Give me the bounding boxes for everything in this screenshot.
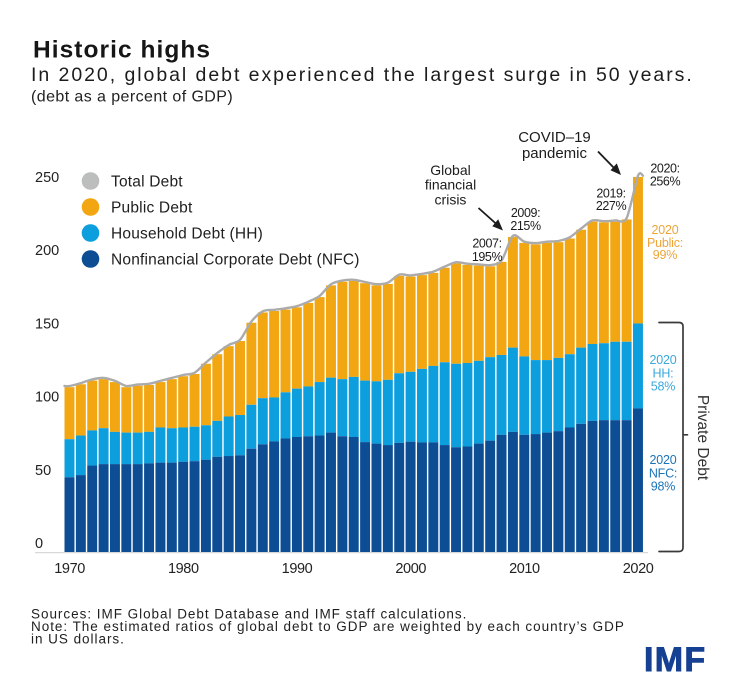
svg-text:Note: The estimated ratios of: Note: The estimated ratios of global deb… [31,619,625,634]
svg-text:Total Debt: Total Debt [111,174,183,191]
svg-text:215%: 215% [510,219,541,233]
svg-text:1970: 1970 [54,561,85,577]
svg-text:2009:: 2009: [511,206,540,220]
svg-text:2010: 2010 [509,561,540,577]
svg-text:Private Debt: Private Debt [694,395,711,481]
svg-text:NFC:: NFC: [649,466,677,480]
svg-text:2007:: 2007: [472,237,501,251]
svg-text:2020: 2020 [623,561,654,577]
svg-text:Nonfinancial Corporate Debt (N: Nonfinancial Corporate Debt (NFC) [111,252,360,269]
svg-text:256%: 256% [650,175,681,189]
svg-text:200: 200 [35,243,59,259]
svg-text:Public:: Public: [647,236,683,250]
svg-text:2020: 2020 [651,223,678,237]
svg-text:50: 50 [35,463,51,479]
svg-text:COVID–19: COVID–19 [518,129,591,146]
svg-text:Public Debt: Public Debt [111,200,193,217]
svg-text:crisis: crisis [435,191,467,207]
svg-text:58%: 58% [651,379,676,393]
svg-text:250: 250 [35,170,59,186]
svg-text:IMF: IMF [644,641,706,679]
svg-text:Global: Global [430,162,470,178]
svg-text:1980: 1980 [168,561,199,577]
svg-text:2020: 2020 [649,453,676,467]
svg-text:227%: 227% [596,199,627,213]
svg-text:HH:: HH: [653,366,674,380]
svg-text:195%: 195% [472,250,503,264]
svg-text:financial: financial [425,176,476,192]
svg-text:Sources: IMF Global Debt Datab: Sources: IMF Global Debt Database and IM… [31,606,467,621]
svg-text:in US dollars.: in US dollars. [31,631,125,646]
svg-text:2020: 2020 [649,353,676,367]
svg-text:99%: 99% [653,248,678,262]
svg-text:2019:: 2019: [596,187,625,201]
svg-text:(debt as a percent of GDP): (debt as a percent of GDP) [31,88,233,105]
svg-text:100: 100 [35,390,59,406]
svg-text:In 2020, global debt experienc: In 2020, global debt experienced the lar… [31,64,694,86]
svg-text:Household Debt (HH): Household Debt (HH) [111,226,263,243]
svg-text:2000: 2000 [395,561,426,577]
svg-text:98%: 98% [651,479,676,493]
svg-text:1990: 1990 [282,561,313,577]
svg-text:0: 0 [35,536,43,552]
svg-text:Historic highs: Historic highs [33,37,211,64]
svg-text:pandemic: pandemic [522,145,588,162]
svg-text:150: 150 [35,317,59,333]
svg-text:2020:: 2020: [650,162,679,176]
